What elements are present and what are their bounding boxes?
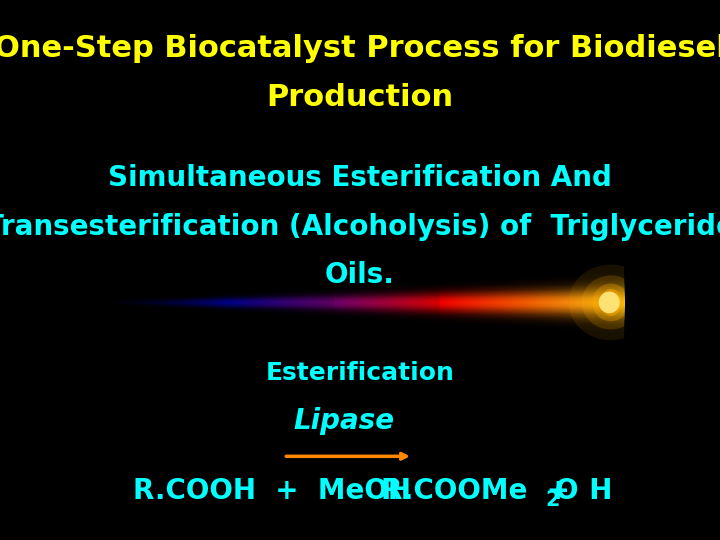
Ellipse shape <box>599 292 620 313</box>
Text: R.COOH  +  MeOH: R.COOH + MeOH <box>133 477 411 505</box>
Text: Esterification: Esterification <box>266 361 454 384</box>
Text: 2: 2 <box>545 490 560 510</box>
Text: One-Step Biocatalyst Process for Biodiesel: One-Step Biocatalyst Process for Biodies… <box>0 34 720 63</box>
Text: Lipase: Lipase <box>294 407 395 435</box>
Ellipse shape <box>593 284 629 321</box>
Ellipse shape <box>569 265 653 340</box>
Text: Production: Production <box>266 83 454 112</box>
Text: Simultaneous Esterification And: Simultaneous Esterification And <box>108 164 612 192</box>
Text: Transesterification (Alcoholysis) of  Triglyceride: Transesterification (Alcoholysis) of Tri… <box>0 213 720 241</box>
Ellipse shape <box>600 289 621 316</box>
Text: Oils.: Oils. <box>325 261 395 289</box>
Ellipse shape <box>582 275 640 329</box>
Text: R.COOMe  +  H: R.COOMe + H <box>381 477 613 505</box>
Text: O: O <box>555 477 578 505</box>
